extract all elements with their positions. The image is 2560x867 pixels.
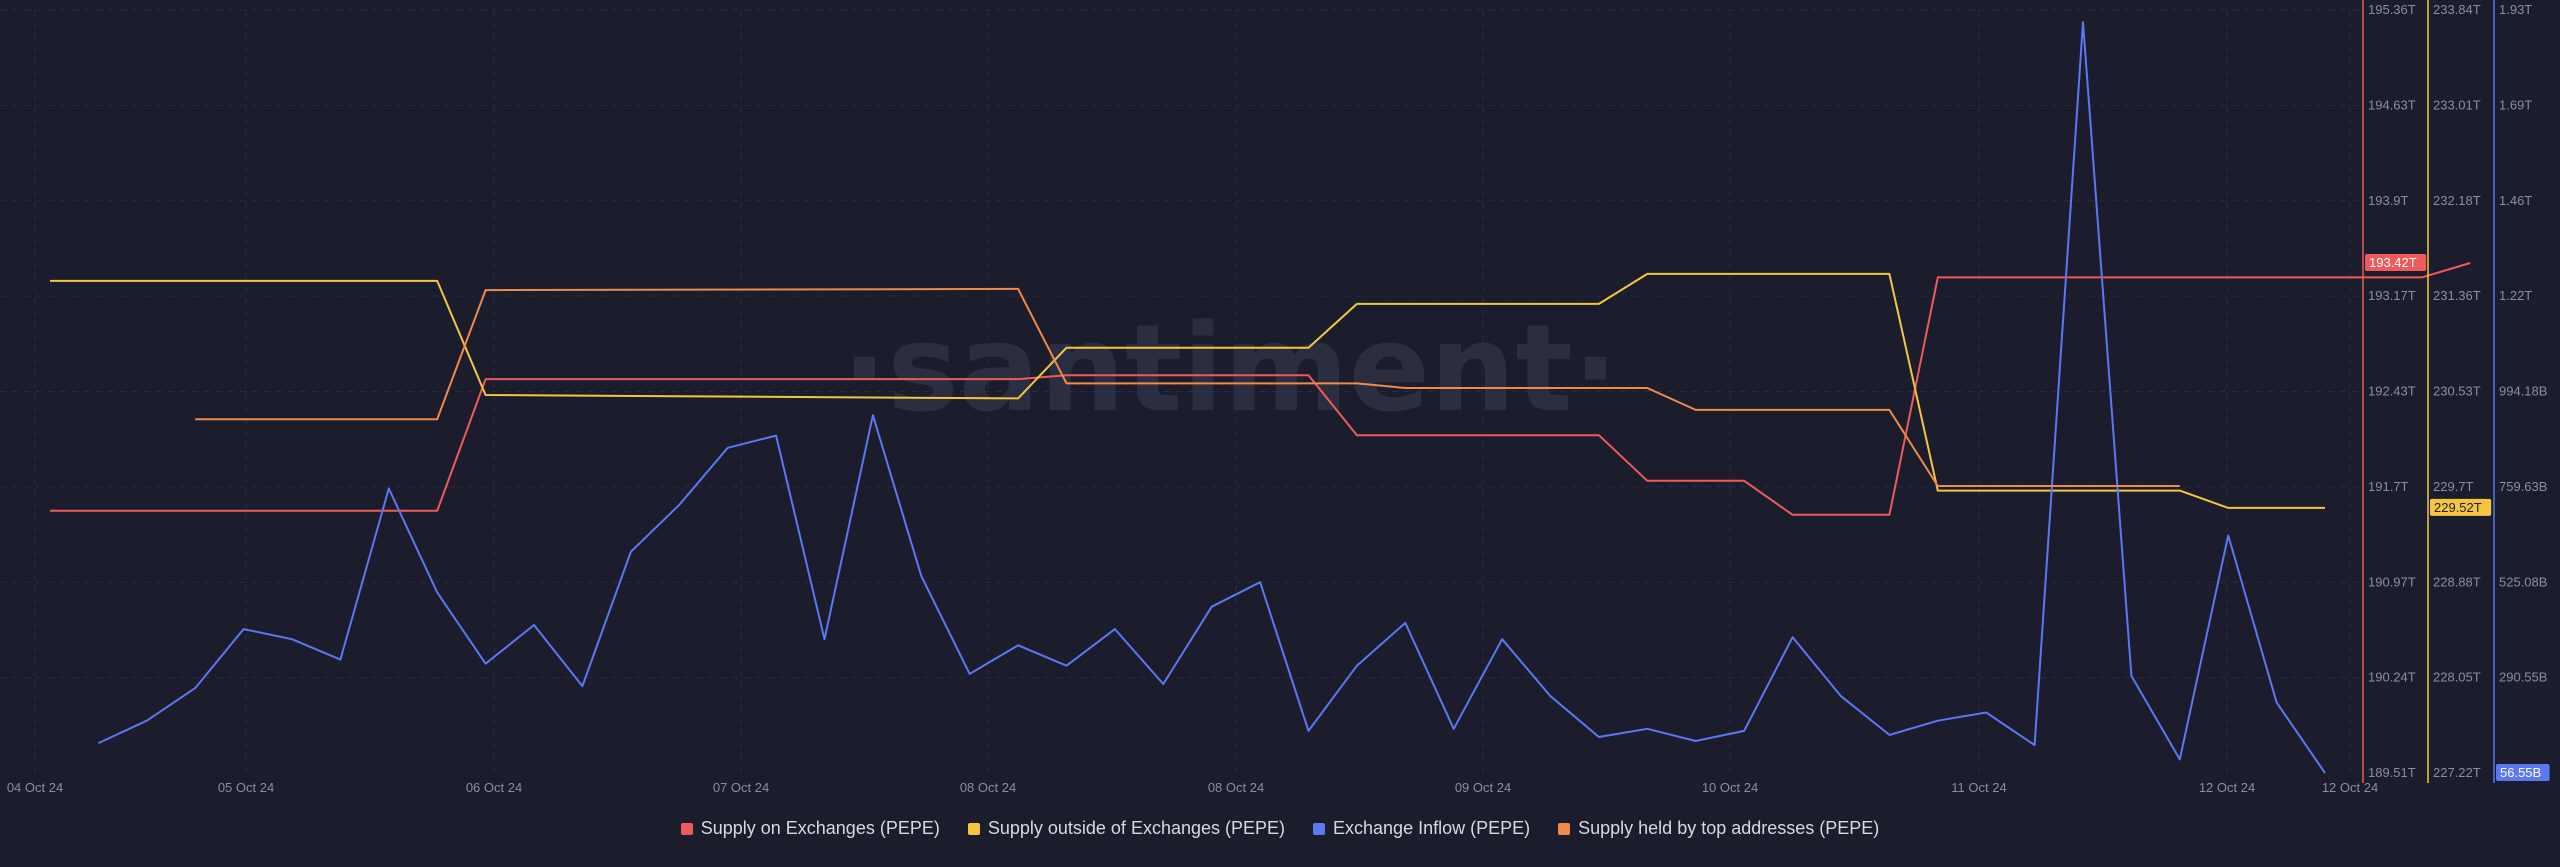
y-tick-label: 228.05T xyxy=(2433,670,2481,685)
legend-label: Exchange Inflow (PEPE) xyxy=(1333,818,1531,838)
y-tick-label: 194.63T xyxy=(2368,97,2416,112)
y-tick-label: 193.9T xyxy=(2368,193,2409,208)
x-tick-label: 08 Oct 24 xyxy=(960,780,1016,795)
legend-label: Supply held by top addresses (PEPE) xyxy=(1578,818,1880,838)
watermark: ·santiment· xyxy=(842,300,1619,439)
legend-swatch xyxy=(680,822,693,835)
current-value-badge-supply_out xyxy=(2430,498,2492,516)
y-tick-label: 1.69T xyxy=(2499,97,2532,112)
y-tick-label: 525.08B xyxy=(2499,574,2547,589)
legend-label: Supply on Exchanges (PEPE) xyxy=(700,818,940,838)
y-tick-label: 232.18T xyxy=(2433,193,2481,208)
y-tick-label: 190.97T xyxy=(2368,574,2416,589)
x-tick-label: 06 Oct 24 xyxy=(466,780,522,795)
y-tick-label: 1.46T xyxy=(2499,193,2532,208)
y-tick-label: 233.01T xyxy=(2433,97,2481,112)
series-line-4 xyxy=(195,287,2180,487)
y-tick-label: 1.93T xyxy=(2499,2,2532,17)
y-tick-label: 1.22T xyxy=(2499,288,2532,303)
current-value-label-supply_out: 229.52T xyxy=(2434,500,2482,515)
y-tick-label: 191.7T xyxy=(2368,479,2409,494)
current-value-label-supply_on: 193.42T xyxy=(2369,255,2417,270)
y-tick-label: 193.17T xyxy=(2368,288,2416,303)
current-value-label-inflow: 56.55B xyxy=(2500,765,2541,780)
x-tick-label: 10 Oct 24 xyxy=(1702,780,1758,795)
legend: Supply on Exchanges (PEPE) Supply outside… xyxy=(0,818,2560,839)
legend-swatch xyxy=(1313,822,1326,835)
current-value-badge-supply_on xyxy=(2365,254,2427,272)
y-tick-label: 192.43T xyxy=(2368,384,2416,399)
y-tick-label: 227.22T xyxy=(2433,765,2481,780)
x-tick-label: 11 Oct 24 xyxy=(1951,780,2006,795)
y-tick-label: 759.63B xyxy=(2499,479,2547,494)
x-tick-label: 08 Oct 24 xyxy=(1208,780,1264,795)
y-tick-label: 233.84T xyxy=(2433,2,2481,17)
y-tick-label: 228.88T xyxy=(2433,574,2481,589)
legend-item-1[interactable]: Supply on Exchanges (PEPE) xyxy=(680,818,940,839)
legend-swatch xyxy=(1558,822,1571,835)
legend-item-2[interactable]: Supply outside of Exchanges (PEPE) xyxy=(967,818,1286,839)
series-layer xyxy=(50,21,2471,774)
current-value-badge-inflow xyxy=(2496,764,2550,781)
x-tick-label: 04 Oct 24 xyxy=(7,780,63,795)
legend-swatch xyxy=(967,822,980,835)
axes-layer: 195.36T 194.63T 193.9T 193.17T 192.43T 191.7T… xyxy=(2362,0,2550,783)
legend-item-3[interactable]: Exchange Inflow (PEPE) xyxy=(1313,818,1530,839)
series-line-1 xyxy=(50,262,2471,516)
legend-item-4[interactable]: Supply held by top addresses (PEPE) xyxy=(1558,818,1879,839)
x-tick-label: 09 Oct 24 xyxy=(1455,780,1511,795)
x-tick-label: 07 Oct 24 xyxy=(713,780,769,795)
y-tick-label: 994.18B xyxy=(2499,384,2547,399)
x-tick-label: 12 Oct 24 xyxy=(2199,780,2255,795)
series-line-2 xyxy=(50,272,2325,509)
x-tick-label: 12 Oct 24 xyxy=(2322,780,2378,795)
chart-canvas: ·santiment· 195.36T194.63T193.9T193.17T1… xyxy=(0,0,2550,795)
y-tick-label: 229.7T xyxy=(2433,479,2474,494)
legend-label: Supply outside of Exchanges (PEPE) xyxy=(987,818,1286,838)
series-line-3 xyxy=(97,21,2326,774)
y-tick-label: 290.55B xyxy=(2499,670,2547,685)
y-tick-label: 190.24T xyxy=(2368,670,2416,685)
y-tick-label: 230.53T xyxy=(2433,384,2481,399)
grid-lines xyxy=(0,9,2360,773)
y-tick-label: 231.36T xyxy=(2433,288,2481,303)
x-tick-label: 05 Oct 24 xyxy=(218,780,274,795)
y-tick-label: 189.51T xyxy=(2368,765,2416,780)
y-tick-label: 195.36T xyxy=(2368,2,2416,17)
x-axis: 04 Oct 24 05 Oct 24 06 Oct 24 07 Oct 24 08 O… xyxy=(7,780,2378,795)
